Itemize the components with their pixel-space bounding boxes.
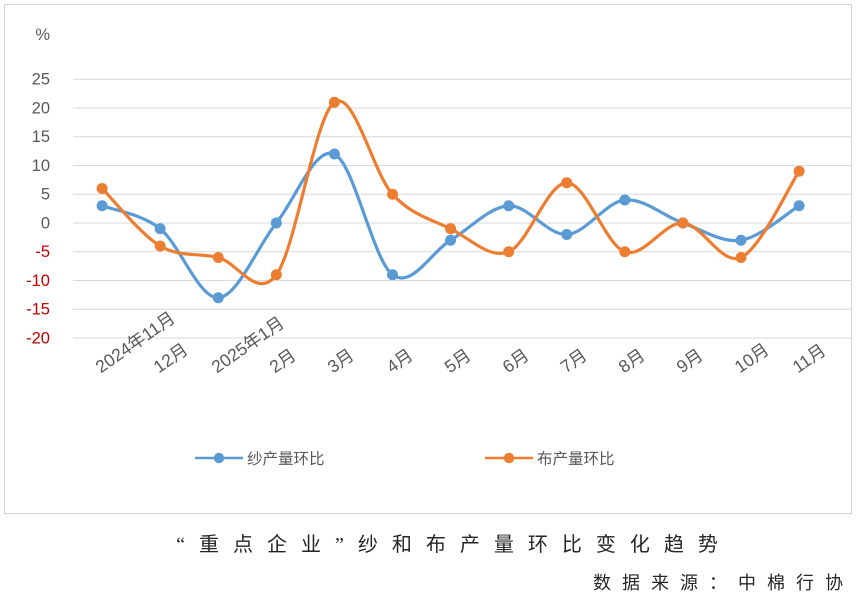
svg-text:-15: -15 [26,301,50,319]
svg-text:10: 10 [32,157,50,175]
svg-text:%: % [35,26,50,44]
svg-text:5: 5 [41,186,50,204]
svg-text:15: 15 [32,128,50,146]
svg-text:-20: -20 [26,329,50,347]
svg-text:-10: -10 [26,272,50,290]
svg-text:0: 0 [41,214,50,232]
svg-text:-5: -5 [35,243,50,261]
svg-text:25: 25 [32,71,50,89]
svg-text:20: 20 [32,99,50,117]
